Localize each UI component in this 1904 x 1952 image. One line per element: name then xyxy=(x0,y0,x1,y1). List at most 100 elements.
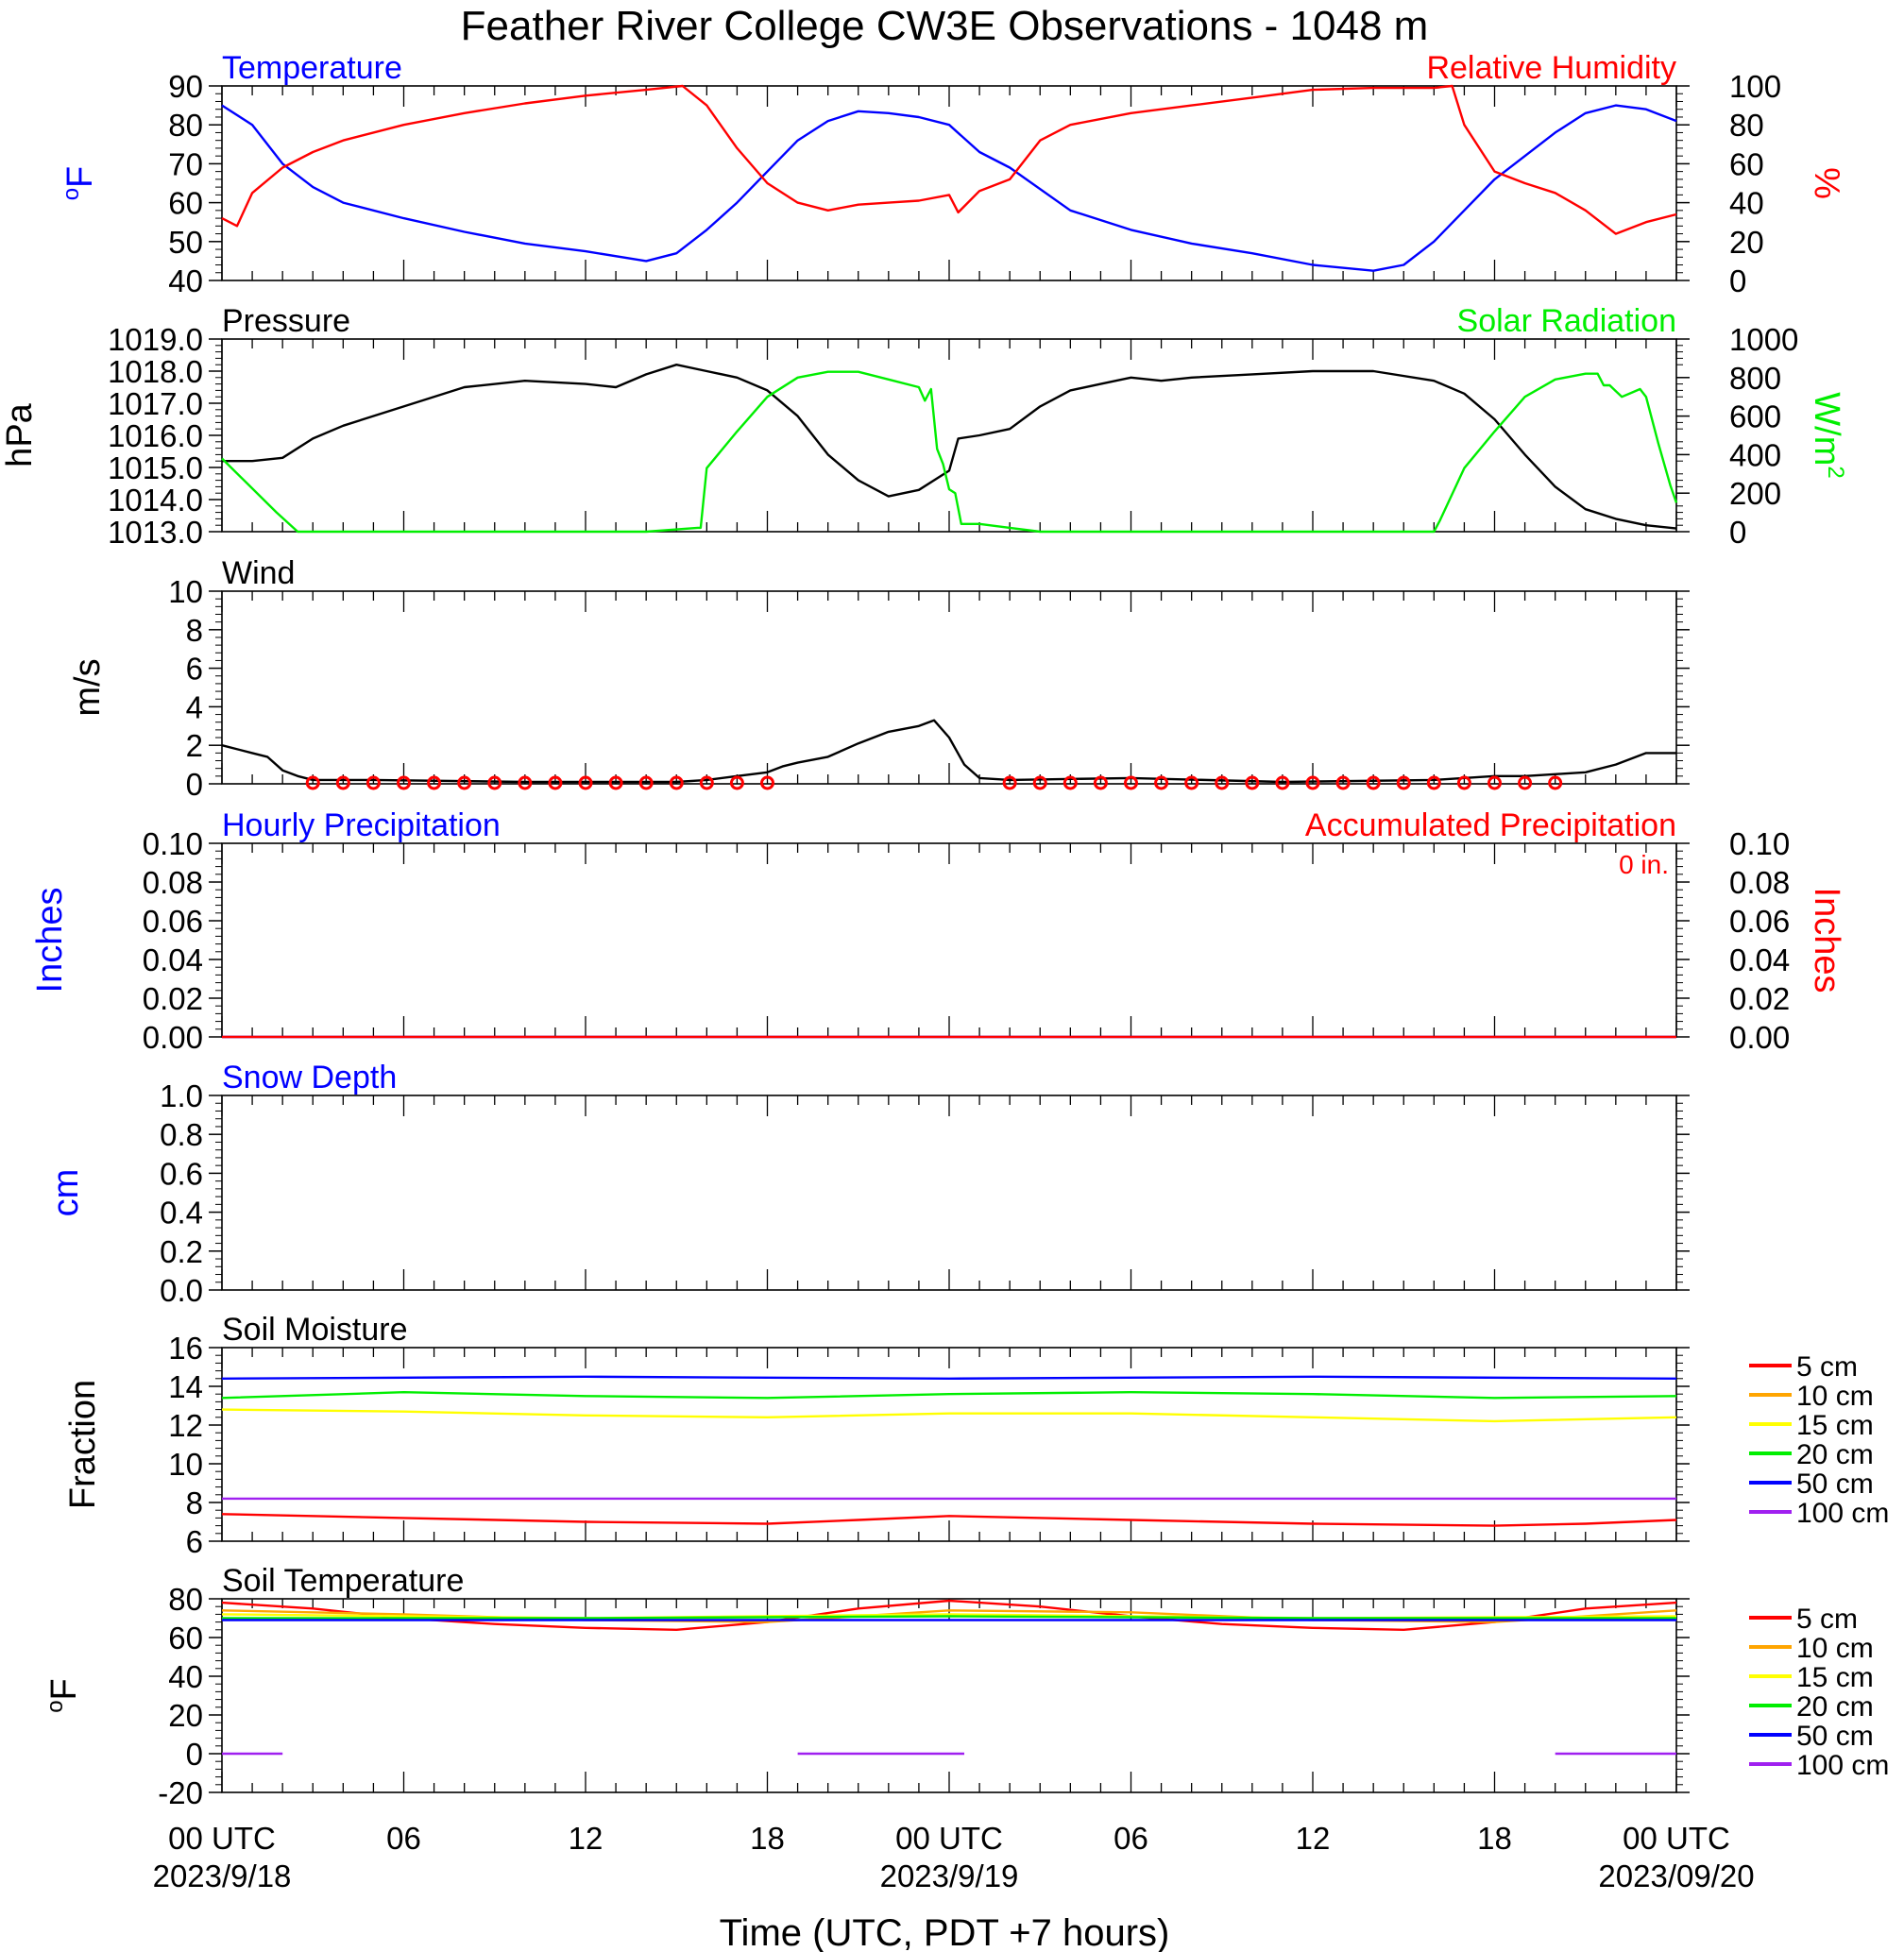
calm-wind-marker xyxy=(699,775,714,790)
y-axis-label-right: W/m2 xyxy=(1807,392,1848,478)
plot-frame xyxy=(221,1095,1677,1291)
plot-frame xyxy=(221,842,1677,1038)
series-line-5-cm xyxy=(221,1513,1677,1527)
legend-label: 15 cm xyxy=(1796,1662,1874,1693)
legend-label: 15 cm xyxy=(1796,1410,1874,1441)
calm-wind-marker xyxy=(518,775,533,790)
calm-wind-marker xyxy=(1518,775,1533,790)
legend-label: 5 cm xyxy=(1796,1604,1858,1635)
calm-wind-marker xyxy=(1366,775,1381,790)
legend-label: 50 cm xyxy=(1796,1721,1874,1752)
y-tick-label-right: 80 xyxy=(1729,108,1764,143)
y-tick-label-left: 1017.0 xyxy=(108,386,203,421)
y-tick-label-left: 2 xyxy=(186,728,203,763)
panel-title-left: Snow Depth xyxy=(222,1060,397,1095)
panel-title-left: Soil Temperature xyxy=(222,1563,464,1599)
y-tick-label-right: 60 xyxy=(1729,146,1764,181)
series-line-5-cm xyxy=(221,1599,1677,1632)
y-axis-label-left: Fraction xyxy=(63,1380,103,1509)
calm-wind-marker xyxy=(1305,775,1320,790)
panel-title-left: Wind xyxy=(222,555,295,591)
calm-wind-marker xyxy=(1215,775,1230,790)
legend-label: 20 cm xyxy=(1796,1691,1874,1723)
calm-wind-marker xyxy=(1275,775,1290,790)
y-tick-label-right: 0.00 xyxy=(1729,1020,1790,1055)
y-tick-label-left: 50 xyxy=(168,225,203,260)
calm-wind-marker xyxy=(669,775,684,790)
y-tick-label-left: 8 xyxy=(186,1485,203,1520)
panel-soil-temperature: -200 20 40 60 80 Soil Temperature oF xyxy=(42,1563,1690,1810)
series-line-15-cm xyxy=(221,1408,1677,1423)
x-tick-label: 12 xyxy=(569,1821,604,1856)
y-axis-label-left: cm xyxy=(46,1169,86,1217)
x-date-label: 2023/9/18 xyxy=(153,1859,292,1893)
panel-pressure: 1013.01014.01015.01016.01017.01018.01019… xyxy=(0,303,1848,550)
y-tick-label-right: 20 xyxy=(1729,225,1764,260)
y-tick-label-left: 90 xyxy=(168,69,203,104)
y-axis-label-left: oF xyxy=(42,1678,84,1713)
y-tick-label-left: 0.06 xyxy=(143,904,203,939)
y-tick-label-left: 10 xyxy=(168,574,203,609)
y-axis-label-right: % xyxy=(1807,167,1846,199)
y-tick-label-left: 60 xyxy=(168,186,203,221)
y-axis-label-left: hPa xyxy=(0,402,40,467)
legend-label: 5 cm xyxy=(1796,1351,1858,1383)
calm-wind-marker xyxy=(1093,775,1108,790)
calm-wind-marker xyxy=(729,775,744,790)
series-line-temperature xyxy=(221,104,1677,272)
panel-title-left: Hourly Precipitation xyxy=(222,807,501,843)
calm-wind-marker xyxy=(366,775,381,790)
y-tick-label-left: 1014.0 xyxy=(108,483,203,518)
y-tick-label-left: 0.10 xyxy=(143,826,203,861)
series-line-20-cm xyxy=(221,1390,1677,1400)
panel-title-right: Accumulated Precipitation xyxy=(1305,807,1676,843)
y-tick-label-left: 8 xyxy=(186,613,203,648)
x-tick-label: 06 xyxy=(1114,1821,1148,1856)
y-tick-label-left: 0.08 xyxy=(143,865,203,900)
y-tick-label-left: 80 xyxy=(168,1582,203,1617)
legend-label: 20 cm xyxy=(1796,1439,1874,1470)
y-tick-label-left: 0.6 xyxy=(160,1156,203,1191)
y-tick-label-left: 14 xyxy=(168,1369,203,1404)
calm-wind-marker xyxy=(1002,775,1017,790)
calm-wind-marker xyxy=(1488,775,1502,790)
calm-wind-marker xyxy=(1456,775,1471,790)
y-tick-label-right: 0 xyxy=(1729,515,1746,550)
x-tick-label: 06 xyxy=(386,1821,421,1856)
calm-wind-marker xyxy=(1032,775,1047,790)
x-tick-label: 12 xyxy=(1296,1821,1331,1856)
calm-wind-marker xyxy=(1124,775,1138,790)
calm-wind-marker xyxy=(608,775,623,790)
y-tick-label-left: 0.4 xyxy=(160,1196,203,1231)
panel-wind: 0 2 46 8 10 Wind m/s xyxy=(68,555,1690,802)
calm-wind-marker xyxy=(638,775,654,790)
calm-wind-marker xyxy=(335,775,350,790)
y-axis-label-right: Inches xyxy=(1807,888,1846,993)
series-line-50-cm xyxy=(221,1375,1677,1381)
x-tick-label: 00 UTC xyxy=(895,1821,1003,1856)
y-tick-label-left: 16 xyxy=(168,1331,203,1366)
calm-wind-marker xyxy=(548,775,563,790)
y-tick-label-right: 800 xyxy=(1729,361,1781,396)
calm-wind-marker xyxy=(578,775,593,790)
panel-hourly-precipitation: 0.000.020.040.060.080.100.000.020.040.06… xyxy=(30,807,1846,1055)
y-tick-label-left: 0.0 xyxy=(160,1273,203,1308)
y-tick-label-left: 0.8 xyxy=(160,1117,203,1152)
x-date-label: 2023/09/20 xyxy=(1598,1859,1754,1893)
y-tick-label-left: 1016.0 xyxy=(108,418,203,453)
y-axis-label-left: Inches xyxy=(30,888,70,993)
y-tick-label-left: 40 xyxy=(168,263,203,298)
calm-wind-marker xyxy=(760,775,774,790)
series-line-relative-humidity xyxy=(221,84,1677,235)
calm-wind-marker xyxy=(1426,775,1441,790)
calm-wind-marker xyxy=(1548,775,1563,790)
x-tick-label: 00 UTC xyxy=(1623,1821,1730,1856)
series-line-pressure xyxy=(222,364,1677,530)
x-date-label: 2023/9/19 xyxy=(880,1859,1019,1893)
y-tick-label-right: 0.10 xyxy=(1729,826,1790,861)
legend-label: 50 cm xyxy=(1796,1468,1874,1500)
